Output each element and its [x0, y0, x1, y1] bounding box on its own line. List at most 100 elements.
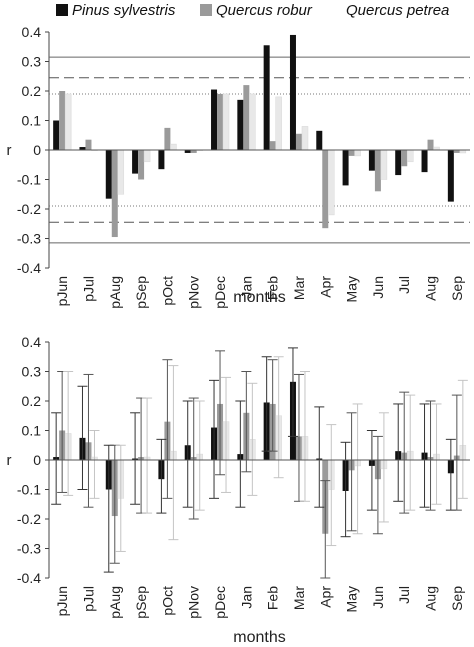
- x-tick-label-pjul: pJul: [80, 276, 96, 302]
- bar-quercus-petrea-jul: [406, 149, 414, 163]
- bottom-chart: 0.4 0.3 0.2 0.1 0 -0.1 -0.2 -0.3 -0.4 r pJun pJul pA…: [7, 334, 470, 646]
- bar-pinus-sylvestris-pjun: [53, 120, 60, 150]
- legend-label-quercus-petrea: Quercus petrea: [346, 2, 449, 19]
- error-bar-pinus-sylvestris-pnov: [182, 400, 193, 508]
- bar-pinus-sylvestris-pnov: [184, 150, 191, 153]
- error-bar-quercus-robur-jan: [241, 371, 252, 473]
- x-tick-label-pdec: pDec: [212, 586, 228, 619]
- x-tick-label-jul: Jul: [396, 276, 412, 294]
- y-tick-label: 0.1: [22, 423, 42, 439]
- x-tick-label-apr: Apr: [317, 276, 333, 298]
- error-bar-quercus-petrea-feb: [273, 356, 284, 479]
- error-bar-quercus-petrea-sep: [457, 379, 468, 499]
- x-tick-label-psep: pSep: [133, 276, 149, 309]
- error-bar-quercus-petrea-jul: [405, 394, 416, 511]
- y-tick-label: -0.2: [17, 201, 41, 217]
- bar-quercus-robur-mar: [295, 133, 302, 150]
- x-tick-label-pjul: pJul: [80, 586, 96, 612]
- error-bar-quercus-petrea-aug: [431, 403, 442, 505]
- y-tick-label: 0.1: [22, 113, 42, 129]
- legend-swatch-pinus-sylvestris: [56, 4, 68, 16]
- bar-pinus-sylvestris-jan: [237, 99, 244, 150]
- bar-pinus-sylvestris-apr: [316, 130, 323, 150]
- legend-swatch-quercus-robur: [200, 4, 212, 16]
- x-tick-label-sep: Sep: [449, 276, 465, 301]
- error-bar-pinus-sylvestris-apr: [314, 406, 325, 508]
- y-tick-label: -0.3: [17, 541, 41, 557]
- y-tick-label: -0.4: [17, 260, 41, 276]
- error-bar-pinus-sylvestris-jun: [366, 430, 377, 511]
- x-tick-label-pnov: pNov: [186, 276, 202, 309]
- bar-quercus-robur-aug: [427, 139, 434, 150]
- error-bar-pinus-sylvestris-may: [340, 441, 351, 538]
- error-bar-pinus-sylvestris-pjul: [77, 385, 88, 490]
- error-bar-quercus-robur-jul: [399, 391, 410, 514]
- y-tick-label: 0.3: [22, 364, 42, 380]
- x-tick-label-mar: Mar: [291, 276, 307, 300]
- bar-pinus-sylvestris-paug: [105, 150, 112, 199]
- error-bar-quercus-robur-pjun: [57, 371, 68, 493]
- bar-quercus-petrea-psep: [143, 149, 151, 163]
- error-bar-quercus-petrea-mar: [299, 371, 310, 502]
- bar-quercus-robur-pjun: [59, 91, 66, 150]
- bar-quercus-petrea-jan: [249, 93, 256, 151]
- x-tick-label-pjun: pJun: [54, 586, 70, 616]
- bar-quercus-petrea-pjun: [64, 93, 72, 151]
- bar-quercus-petrea-pdec: [222, 93, 230, 151]
- x-tick-label-paug: pAug: [107, 586, 123, 619]
- bar-pinus-sylvestris-poct: [158, 150, 165, 170]
- bar-pinus-sylvestris-feb: [263, 45, 270, 150]
- legend-label-pinus-sylvestris: Pinus sylvestris: [72, 2, 176, 19]
- y-tick-label: 0: [33, 142, 41, 158]
- error-bar-quercus-robur-sep: [451, 394, 462, 511]
- x-tick-label-pjun: pJun: [54, 276, 70, 306]
- x-tick-label-apr: Apr: [317, 586, 333, 608]
- x-tick-label-pdec: pDec: [212, 276, 228, 309]
- bar-quercus-robur-apr: [322, 150, 329, 229]
- x-tick-label-psep: pSep: [133, 586, 149, 619]
- bar-quercus-robur-may: [348, 150, 355, 156]
- x-axis-label: months: [233, 289, 285, 306]
- bar-quercus-robur-jun: [374, 150, 381, 192]
- legend-label-quercus-robur: Quercus robur: [216, 2, 313, 19]
- error-bar-pinus-sylvestris-jul: [393, 403, 404, 502]
- error-bar-quercus-robur-aug: [425, 400, 436, 511]
- bar-quercus-robur-paug: [111, 150, 118, 238]
- bar-quercus-robur-poct: [164, 127, 171, 150]
- bar-quercus-robur-jul: [401, 150, 408, 167]
- x-axis-label: months: [233, 629, 285, 646]
- x-tick-label-jun: Jun: [370, 586, 386, 609]
- bar-pinus-sylvestris-pdec: [211, 89, 218, 150]
- error-bar-quercus-petrea-jan: [247, 382, 258, 496]
- x-tick-label-jun: Jun: [370, 276, 386, 299]
- x-tick-label-aug: Aug: [423, 586, 439, 611]
- x-tick-label-pnov: pNov: [186, 586, 202, 619]
- y-tick-label: -0.3: [17, 231, 41, 247]
- error-bar-quercus-robur-pdec: [215, 350, 226, 476]
- error-bar-quercus-robur-may: [346, 412, 357, 532]
- error-bar-quercus-robur-poct: [162, 359, 173, 499]
- bar-pinus-sylvestris-aug: [421, 150, 428, 173]
- bar-quercus-petrea-paug: [117, 149, 125, 195]
- y-tick-label: 0.4: [22, 334, 42, 350]
- x-tick-label-sep: Sep: [449, 586, 465, 611]
- error-bar-quercus-petrea-pnov: [194, 400, 205, 511]
- x-tick-label-poct: pOct: [159, 586, 175, 616]
- error-bar-pinus-sylvestris-mar: [287, 347, 298, 437]
- error-bar-quercus-petrea-pdec: [221, 376, 232, 493]
- bar-quercus-petrea-feb: [275, 96, 282, 151]
- y-tick-label: 0.4: [22, 24, 42, 40]
- bar-quercus-petrea-mar: [301, 126, 309, 151]
- x-tick-label-feb: Feb: [265, 276, 281, 300]
- error-bar-pinus-sylvestris-jan: [235, 400, 246, 508]
- bar-pinus-sylvestris-jun: [368, 150, 375, 171]
- y-tick-label: 0.2: [22, 83, 42, 99]
- bar-quercus-petrea-may: [354, 149, 361, 157]
- bar-pinus-sylvestris-pjul: [79, 147, 86, 150]
- error-bar-pinus-sylvestris-aug: [419, 403, 430, 508]
- y-tick-label: 0.2: [22, 393, 42, 409]
- error-bar-pinus-sylvestris-psep: [130, 412, 141, 505]
- bar-quercus-robur-jan: [243, 85, 250, 150]
- y-axis-label: r: [7, 142, 12, 159]
